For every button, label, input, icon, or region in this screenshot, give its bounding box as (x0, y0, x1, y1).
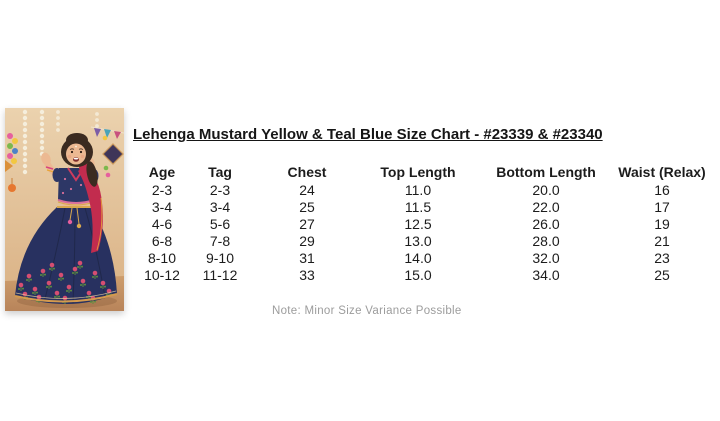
table-cell: 20.0 (532, 181, 560, 198)
girl-figure (14, 133, 118, 305)
column-header-bottom-length: Bottom Length (496, 164, 596, 180)
table-cell: 12.5 (404, 215, 432, 232)
product-photo (5, 108, 124, 311)
table-cell: 32.0 (532, 249, 560, 266)
table-cell: 13.0 (404, 232, 432, 249)
table-cell: 31 (299, 249, 315, 266)
table-cell: 19 (654, 215, 670, 232)
table-cell: 3-4 (209, 198, 231, 215)
dupatta (78, 166, 103, 253)
table-cell: 16 (654, 181, 670, 198)
table-cell: 6-8 (151, 232, 173, 249)
table-cell: 17 (654, 198, 670, 215)
garland-decoration (22, 109, 99, 175)
table-cell: 15.0 (404, 266, 432, 283)
table-cell: 11.0 (404, 181, 432, 198)
table-cell: 33 (299, 266, 315, 283)
table-cell: 29 (299, 232, 315, 249)
table-cell: 21 (654, 232, 670, 249)
table-cell: 26.0 (532, 215, 560, 232)
table-cell: 5-6 (209, 215, 231, 232)
table-cell: 27 (299, 215, 315, 232)
pompom-decoration (5, 133, 18, 192)
wall-ornament (102, 135, 124, 178)
table-cell: 28.0 (532, 232, 560, 249)
table-cell: 9-10 (205, 249, 235, 266)
table-cell: 25 (299, 198, 315, 215)
table-cell: 23 (654, 249, 670, 266)
table-cell: 3-4 (151, 198, 173, 215)
bunting-decoration (90, 126, 124, 139)
table-cell: 7-8 (209, 232, 231, 249)
column-header-age: Age (148, 164, 176, 180)
column-header-tag: Tag (208, 164, 232, 180)
table-cell: 24 (299, 181, 315, 198)
table-cell: 34.0 (532, 266, 560, 283)
table-cell: 2-3 (151, 181, 173, 198)
table-cell: 22.0 (532, 198, 560, 215)
size-variance-note: Note: Minor Size Variance Possible (272, 305, 462, 317)
column-header-chest: Chest (287, 164, 327, 180)
table-cell: 14.0 (404, 249, 432, 266)
table-cell: 25 (654, 266, 670, 283)
column-header-top-length: Top Length (380, 164, 456, 180)
table-cell: 11.5 (404, 198, 432, 215)
size-chart-table: Age Tag Chest Top Length Bottom Length W… (136, 163, 706, 283)
table-cell: 2-3 (209, 181, 231, 198)
page-title: Lehenga Mustard Yellow & Teal Blue Size … (133, 126, 603, 143)
table-cell: 8-10 (147, 249, 177, 266)
column-header-waist: Waist (Relax) (618, 164, 706, 180)
table-cell: 4-6 (151, 215, 173, 232)
table-cell: 11-12 (202, 266, 238, 283)
table-cell: 10-12 (144, 266, 180, 283)
